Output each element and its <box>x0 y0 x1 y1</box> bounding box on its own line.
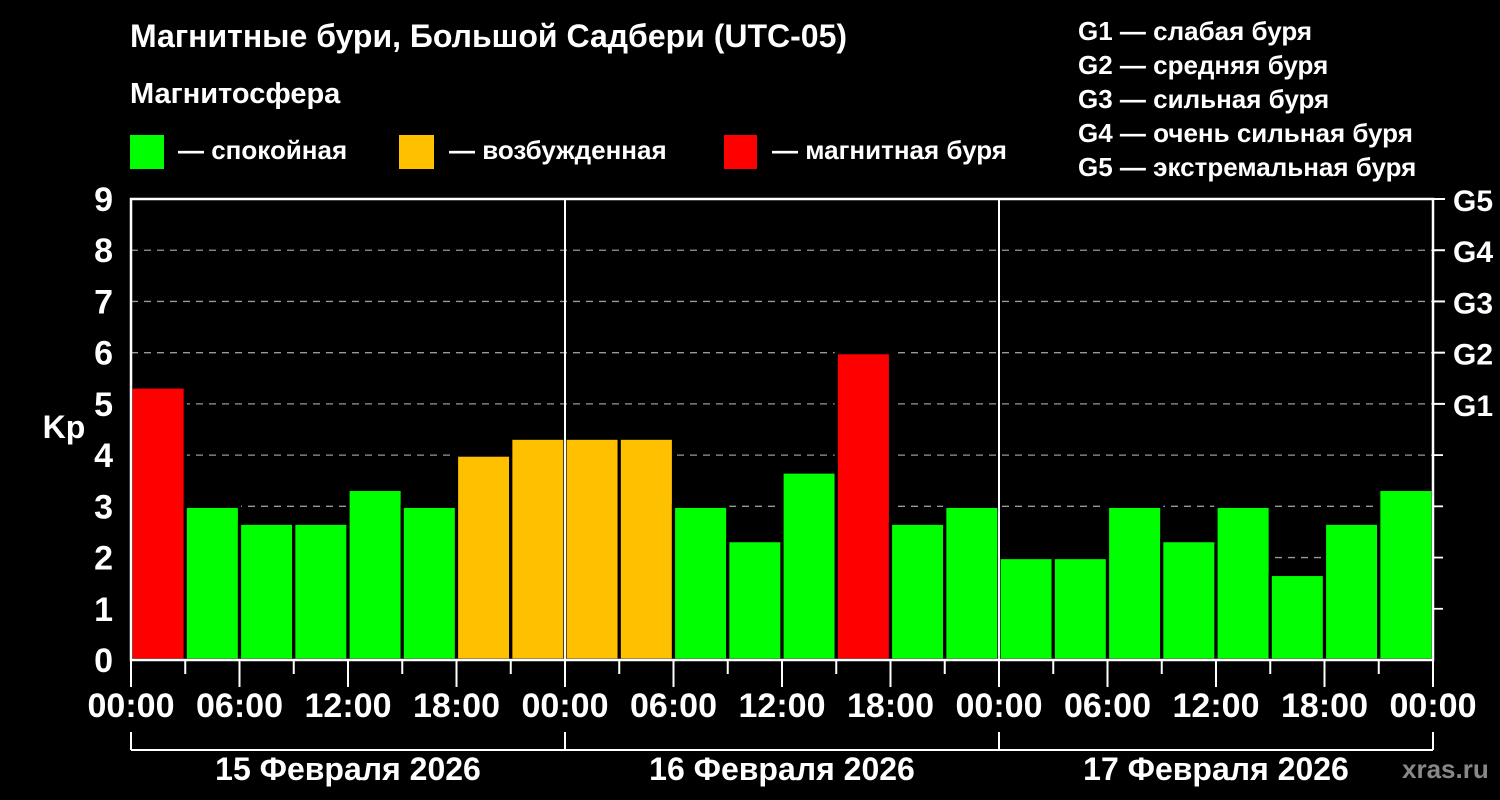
svg-text:18:00: 18:00 <box>413 687 500 725</box>
svg-text:G4: G4 <box>1453 236 1493 269</box>
svg-text:6: 6 <box>94 335 113 373</box>
svg-text:17 Февраля 2026: 17 Февраля 2026 <box>1083 751 1349 787</box>
svg-text:9: 9 <box>94 181 113 219</box>
svg-text:1: 1 <box>94 591 113 629</box>
svg-text:8: 8 <box>94 232 113 270</box>
svg-text:06:00: 06:00 <box>630 687 717 725</box>
svg-text:18:00: 18:00 <box>847 687 934 725</box>
svg-text:4: 4 <box>94 437 113 475</box>
svg-text:G1: G1 <box>1453 390 1493 423</box>
svg-text:12:00: 12:00 <box>739 687 826 725</box>
svg-text:18:00: 18:00 <box>1281 687 1368 725</box>
svg-text:Kp: Kp <box>43 409 86 445</box>
svg-text:0: 0 <box>94 642 113 680</box>
svg-text:12:00: 12:00 <box>1173 687 1260 725</box>
svg-text:xras.ru: xras.ru <box>1402 754 1489 784</box>
svg-text:5: 5 <box>94 386 113 424</box>
svg-text:15 Февраля 2026: 15 Февраля 2026 <box>215 751 481 787</box>
svg-text:3: 3 <box>94 488 113 526</box>
svg-text:06:00: 06:00 <box>196 687 283 725</box>
svg-text:00:00: 00:00 <box>522 687 609 725</box>
svg-text:00:00: 00:00 <box>88 687 175 725</box>
svg-text:7: 7 <box>94 283 113 321</box>
svg-text:00:00: 00:00 <box>1390 687 1477 725</box>
svg-text:G3: G3 <box>1453 287 1493 320</box>
svg-text:00:00: 00:00 <box>956 687 1043 725</box>
svg-text:G2: G2 <box>1453 339 1493 372</box>
svg-text:G5: G5 <box>1453 185 1493 218</box>
svg-text:2: 2 <box>94 540 113 578</box>
svg-text:16 Февраля 2026: 16 Февраля 2026 <box>649 751 915 787</box>
svg-text:06:00: 06:00 <box>1064 687 1151 725</box>
svg-text:12:00: 12:00 <box>305 687 392 725</box>
